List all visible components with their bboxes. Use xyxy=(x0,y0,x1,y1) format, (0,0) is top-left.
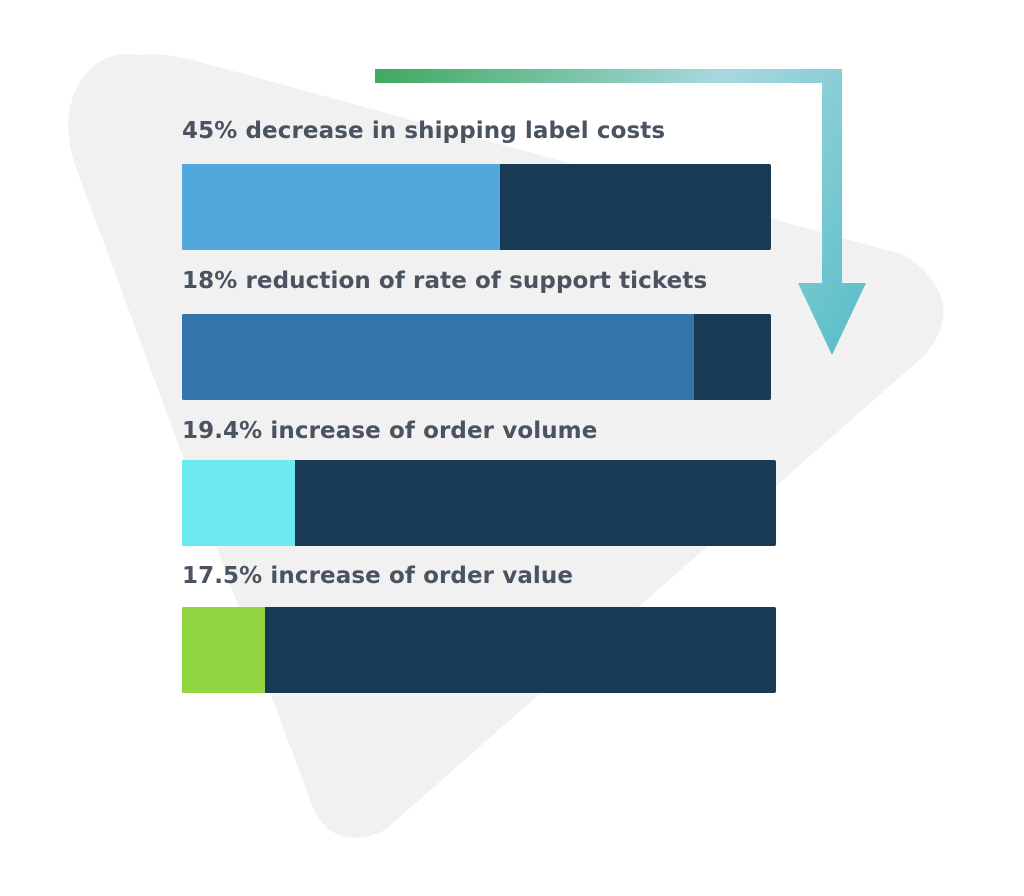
bar-fill-1 xyxy=(182,164,500,250)
bar-track-3 xyxy=(182,460,776,546)
bar-label-3: 19.4% increase of order volume xyxy=(182,418,598,444)
bar-track-1 xyxy=(182,164,771,250)
bar-fill-2 xyxy=(182,314,694,400)
bar-label-2: 18% reduction of rate of support tickets xyxy=(182,268,708,294)
bar-track-4 xyxy=(182,607,776,693)
bar-track-2 xyxy=(182,314,771,400)
bar-label-4: 17.5% increase of order value xyxy=(182,563,574,589)
bar-fill-4 xyxy=(182,607,265,693)
bar-fill-3 xyxy=(182,460,295,546)
bar-label-1: 45% decrease in shipping label costs xyxy=(182,118,666,144)
